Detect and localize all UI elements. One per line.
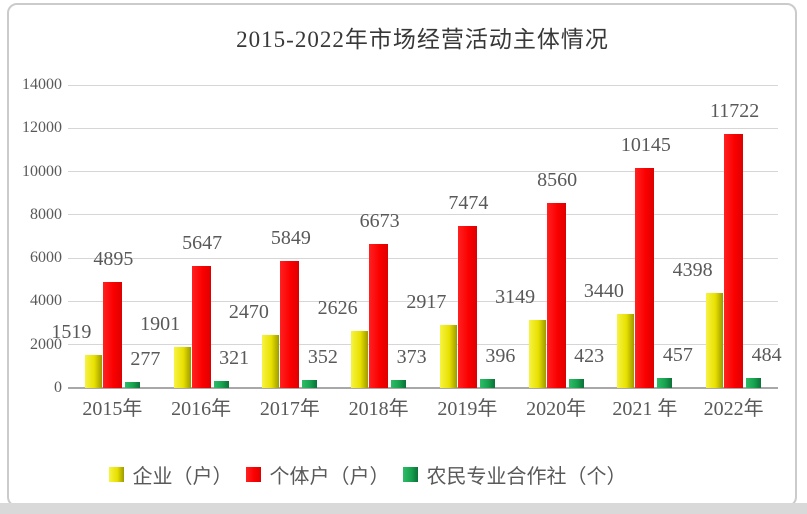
value-label-series1-0: 4895 xyxy=(93,248,134,271)
x-axis-line xyxy=(68,387,778,389)
gridline xyxy=(68,300,778,302)
value-label-series0-1: 1901 xyxy=(140,312,181,335)
legend-label: 农民专业合作社（个） xyxy=(426,466,627,488)
bar-series1-0 xyxy=(102,282,122,388)
value-label-series1-6: 10145 xyxy=(620,134,671,157)
gridline xyxy=(68,127,778,129)
legend-item-2: 农民专业合作社（个） xyxy=(402,460,627,489)
value-label-series2-7: 484 xyxy=(751,343,782,366)
value-label-series0-3: 2626 xyxy=(317,297,358,320)
y-axis-tick-label: 6000 xyxy=(30,249,62,267)
x-axis-category-label: 2016年 xyxy=(171,398,232,420)
value-label-series1-5: 8560 xyxy=(537,168,578,191)
y-axis-tick-label: 4000 xyxy=(30,292,62,310)
chart-title: 2015-2022年市场经营活动主体情况 xyxy=(236,27,609,52)
x-axis-category-label: 2015年 xyxy=(82,398,143,420)
bar-series2-0 xyxy=(124,382,140,388)
legend-label: 企业（户） xyxy=(132,466,233,488)
value-label-series2-2: 352 xyxy=(307,346,338,369)
x-axis-category-label: 2019年 xyxy=(437,398,498,420)
gridline xyxy=(68,344,778,346)
value-label-series2-5: 423 xyxy=(574,344,605,367)
y-axis-tick-label: 14000 xyxy=(22,76,62,93)
legend: 企业（户） 个体户（户） 农民专业合作社（个） xyxy=(0,460,771,489)
x-axis-category-label: 2021 年 xyxy=(612,398,678,420)
bar-series1-1 xyxy=(191,265,211,388)
gridline xyxy=(68,84,778,86)
bar-series0-5 xyxy=(528,319,546,388)
bottom-strip xyxy=(0,503,807,514)
legend-swatch-icon xyxy=(108,467,124,482)
y-axis-tick-label: 12000 xyxy=(22,119,62,137)
bar-series1-6 xyxy=(635,168,655,388)
x-axis-category-label: 2018年 xyxy=(348,398,409,420)
value-label-series0-0: 1519 xyxy=(51,321,92,344)
value-label-series1-7: 11722 xyxy=(709,100,760,123)
bar-series0-7 xyxy=(706,292,724,388)
legend-swatch-icon xyxy=(402,467,418,482)
bar-series2-6 xyxy=(657,378,673,388)
gridline xyxy=(68,171,778,173)
gridline xyxy=(68,214,778,216)
bar-series0-1 xyxy=(173,346,191,388)
bar-series1-7 xyxy=(724,134,744,388)
bar-series2-4 xyxy=(479,379,495,388)
bar-series0-4 xyxy=(439,324,457,388)
bar-series1-4 xyxy=(457,226,477,388)
value-label-series0-2: 2470 xyxy=(228,300,269,323)
value-label-series0-7: 4398 xyxy=(672,258,713,281)
bar-series2-2 xyxy=(302,380,318,388)
bar-series1-3 xyxy=(369,243,389,388)
value-label-series1-1: 5647 xyxy=(182,231,223,254)
bar-series0-2 xyxy=(262,334,280,388)
bar-series2-5 xyxy=(568,378,584,388)
gridline xyxy=(68,257,778,259)
value-label-series1-2: 5849 xyxy=(270,227,311,250)
bar-series0-6 xyxy=(617,313,635,388)
legend-label: 个体户（户） xyxy=(269,466,390,488)
value-label-series2-3: 373 xyxy=(396,345,427,368)
value-label-series1-3: 6673 xyxy=(359,209,400,232)
value-label-series0-5: 3149 xyxy=(495,285,536,308)
legend-item-0: 企业（户） xyxy=(108,460,233,489)
value-label-series0-6: 3440 xyxy=(583,279,624,302)
y-axis-tick-label: 2000 xyxy=(30,335,62,353)
bar-series2-7 xyxy=(746,377,762,388)
value-label-series0-4: 2917 xyxy=(406,290,447,313)
bar-series0-0 xyxy=(84,355,102,388)
bar-series0-3 xyxy=(351,331,369,388)
value-label-series1-4: 7474 xyxy=(448,192,489,215)
value-label-series2-4: 396 xyxy=(485,345,516,368)
bar-series1-5 xyxy=(546,202,566,388)
bar-series2-3 xyxy=(391,379,407,388)
bar-series1-2 xyxy=(280,261,300,388)
x-axis-category-label: 2017年 xyxy=(259,398,320,420)
y-axis-tick-label: 10000 xyxy=(22,162,62,180)
legend-item-1: 个体户（户） xyxy=(245,460,390,489)
x-axis-category-label: 2022年 xyxy=(703,398,764,420)
value-label-series2-1: 321 xyxy=(219,347,250,370)
legend-swatch-icon xyxy=(245,467,261,482)
x-axis-category-label: 2020年 xyxy=(526,398,587,420)
y-axis-tick-label: 8000 xyxy=(30,205,62,223)
value-label-series2-6: 457 xyxy=(662,344,693,367)
value-label-series2-0: 277 xyxy=(130,348,161,370)
bar-series2-1 xyxy=(213,381,229,388)
y-axis-tick-label: 0 xyxy=(54,379,62,396)
